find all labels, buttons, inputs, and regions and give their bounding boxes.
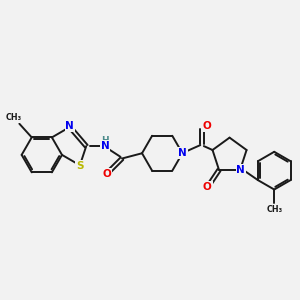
Text: CH₃: CH₃ xyxy=(5,113,22,122)
Text: O: O xyxy=(203,182,212,192)
Text: N: N xyxy=(178,148,187,158)
Text: S: S xyxy=(76,161,84,171)
Text: N: N xyxy=(101,141,110,151)
Text: N: N xyxy=(65,121,74,131)
Text: O: O xyxy=(103,169,111,179)
Text: O: O xyxy=(203,121,212,131)
Text: CH₃: CH₃ xyxy=(266,205,282,214)
Text: N: N xyxy=(236,165,245,175)
Text: H: H xyxy=(101,136,109,145)
